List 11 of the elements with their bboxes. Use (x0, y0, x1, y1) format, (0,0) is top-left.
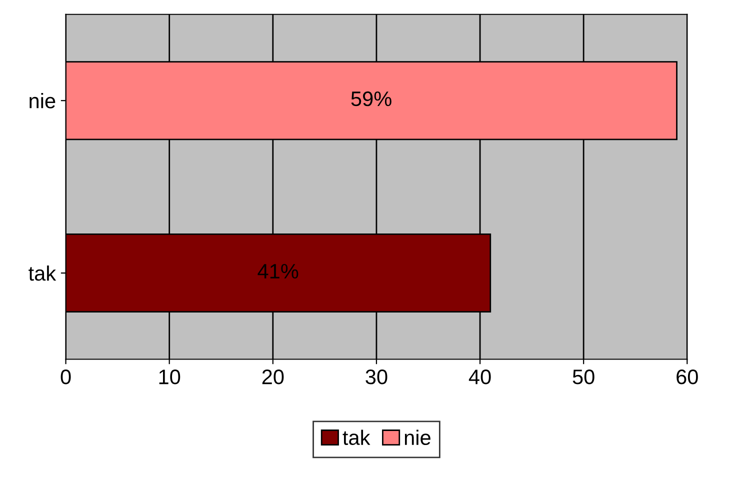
x-tick-label: 40 (468, 370, 491, 384)
x-tick-label: 0 (60, 370, 71, 384)
x-tick-label: 60 (676, 370, 698, 384)
legend-label: tak (342, 430, 370, 446)
x-tick-label: 50 (572, 370, 594, 384)
data-label: 41% (258, 264, 298, 279)
x-tick-label: 10 (159, 370, 180, 384)
x-tick-label: 20 (262, 370, 284, 384)
x-tick-label: 30 (366, 370, 388, 384)
data-label: 59% (351, 91, 392, 106)
legend-label: nie (404, 430, 430, 446)
